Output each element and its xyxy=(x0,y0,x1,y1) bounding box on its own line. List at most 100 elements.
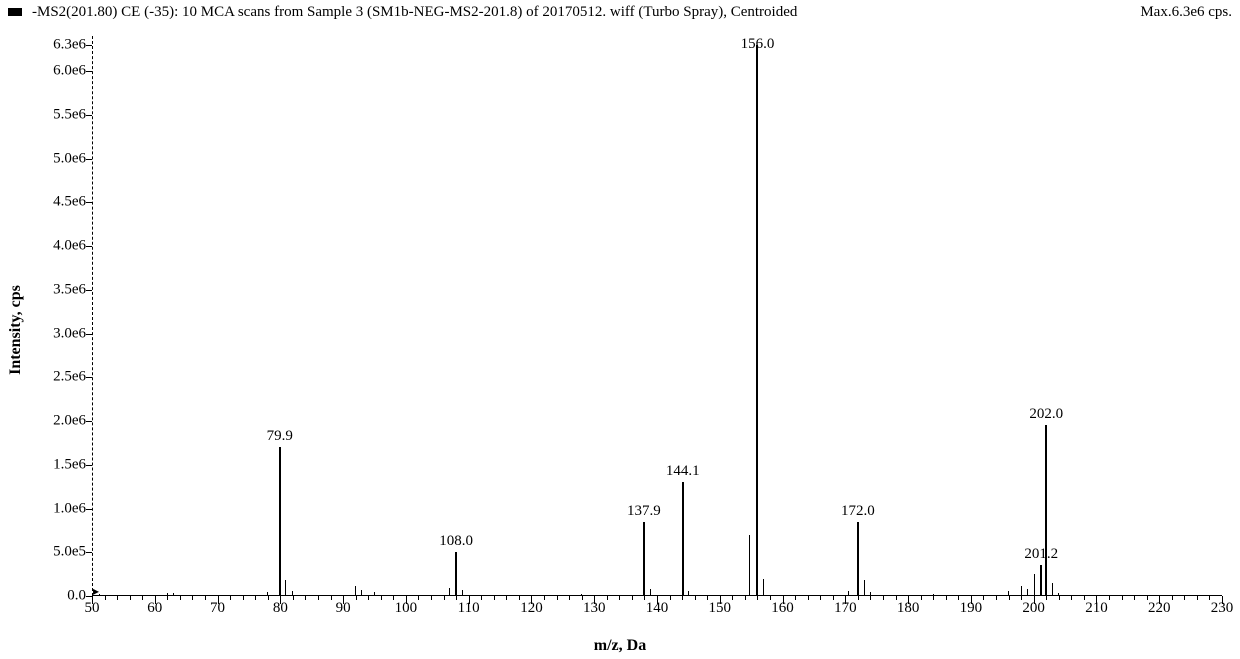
peak-label: 137.9 xyxy=(627,503,661,520)
x-tick-minor xyxy=(356,596,357,600)
peak-label: 156.0 xyxy=(741,36,775,53)
peak-minor xyxy=(1034,574,1035,596)
peak-minor xyxy=(581,594,582,596)
x-tick-minor xyxy=(1071,596,1072,600)
peak-minor xyxy=(355,586,356,597)
x-tick-minor xyxy=(670,596,671,600)
peak-minor xyxy=(173,593,174,596)
peak-minor xyxy=(1027,589,1028,596)
x-tick-minor xyxy=(833,596,834,600)
peak-minor xyxy=(462,590,463,596)
peak-minor xyxy=(1052,583,1053,596)
x-tick-minor xyxy=(632,596,633,600)
peak-minor xyxy=(870,592,871,596)
x-tick-label: 150 xyxy=(709,596,732,617)
x-tick-minor xyxy=(946,596,947,600)
peak xyxy=(756,45,758,596)
ms-spectrum-figure: -MS2(201.80) CE (-35): 10 MCA scans from… xyxy=(0,0,1240,659)
x-tick-minor xyxy=(1009,596,1010,600)
x-tick-minor xyxy=(142,596,143,600)
y-tick-label: 5.5e6 xyxy=(34,106,92,123)
y-tick-label: 2.0e6 xyxy=(34,413,92,430)
y-tick-label: 6.0e6 xyxy=(34,63,92,80)
x-tick-minor xyxy=(268,596,269,600)
x-tick-minor xyxy=(167,596,168,600)
x-tick-minor xyxy=(255,596,256,600)
x-tick-minor xyxy=(1059,596,1060,600)
x-tick-minor xyxy=(896,596,897,600)
peak xyxy=(682,482,684,596)
peak-minor xyxy=(933,594,934,596)
x-tick-minor xyxy=(293,596,294,600)
peak-minor xyxy=(848,591,849,596)
peak-minor xyxy=(864,580,865,596)
x-tick-label: 220 xyxy=(1148,596,1171,617)
y-tick-label: 2.5e6 xyxy=(34,369,92,386)
x-tick-minor xyxy=(820,596,821,600)
figure-title: -MS2(201.80) CE (-35): 10 MCA scans from… xyxy=(32,4,797,21)
y-axis-line xyxy=(92,36,93,596)
x-tick-label: 120 xyxy=(520,596,543,617)
x-tick-minor xyxy=(757,596,758,600)
x-tick-label: 70 xyxy=(210,596,225,617)
x-tick-minor xyxy=(883,596,884,600)
x-tick-minor xyxy=(180,596,181,600)
x-tick-minor xyxy=(933,596,934,600)
peak-minor xyxy=(361,590,362,596)
peak-minor xyxy=(1008,591,1009,596)
x-tick-label: 50 xyxy=(85,596,100,617)
y-tick-label: 3.0e6 xyxy=(34,325,92,342)
peak-minor xyxy=(688,591,689,596)
figure-header: -MS2(201.80) CE (-35): 10 MCA scans from… xyxy=(0,0,1240,22)
x-tick-minor xyxy=(707,596,708,600)
x-tick-minor xyxy=(431,596,432,600)
y-axis-title-text: Intensity, cps xyxy=(7,285,25,375)
x-tick-minor xyxy=(205,596,206,600)
x-tick-minor xyxy=(1209,596,1210,600)
peak xyxy=(1045,425,1047,596)
peak-minor xyxy=(763,579,764,597)
peak-minor xyxy=(99,594,100,596)
y-tick-label: 6.3e6 xyxy=(34,36,92,53)
x-tick-minor xyxy=(318,596,319,600)
x-tick-label: 80 xyxy=(273,596,288,617)
y-tick-label: 5.0e5 xyxy=(34,544,92,561)
x-tick-minor xyxy=(381,596,382,600)
y-axis-title: Intensity, cps xyxy=(6,0,26,659)
x-tick-minor xyxy=(795,596,796,600)
peak-minor xyxy=(292,591,293,596)
x-tick-minor xyxy=(569,596,570,600)
peak-minor xyxy=(1058,593,1059,597)
x-axis-title: m/z, Da xyxy=(0,637,1240,655)
x-tick-label: 90 xyxy=(336,596,351,617)
peak xyxy=(1040,565,1042,596)
x-tick-label: 160 xyxy=(771,596,794,617)
x-tick-minor xyxy=(1172,596,1173,600)
peak-label: 108.0 xyxy=(439,533,473,550)
x-tick-minor xyxy=(557,596,558,600)
x-tick-minor xyxy=(444,596,445,600)
peak-label: 201.2 xyxy=(1024,546,1058,563)
x-tick-minor xyxy=(1147,596,1148,600)
x-tick-minor xyxy=(1134,596,1135,600)
x-tick-minor xyxy=(418,596,419,600)
x-tick-label: 130 xyxy=(583,596,606,617)
x-tick-label: 230 xyxy=(1211,596,1234,617)
y-tick-label: 4.5e6 xyxy=(34,194,92,211)
x-tick-minor xyxy=(996,596,997,600)
x-tick-label: 200 xyxy=(1022,596,1045,617)
x-tick-label: 210 xyxy=(1085,596,1108,617)
x-tick-minor xyxy=(230,596,231,600)
x-tick-minor xyxy=(745,596,746,600)
x-tick-minor xyxy=(393,596,394,600)
x-tick-minor xyxy=(921,596,922,600)
y-tick-label: 1.5e6 xyxy=(34,456,92,473)
y-tick-label: 0.0 xyxy=(34,588,92,605)
peak-label: 172.0 xyxy=(841,503,875,520)
x-tick-minor xyxy=(870,596,871,600)
peak-minor xyxy=(1021,586,1022,597)
peak-minor xyxy=(285,580,286,596)
x-tick-minor xyxy=(331,596,332,600)
peak xyxy=(455,552,457,596)
x-tick-minor xyxy=(544,596,545,600)
